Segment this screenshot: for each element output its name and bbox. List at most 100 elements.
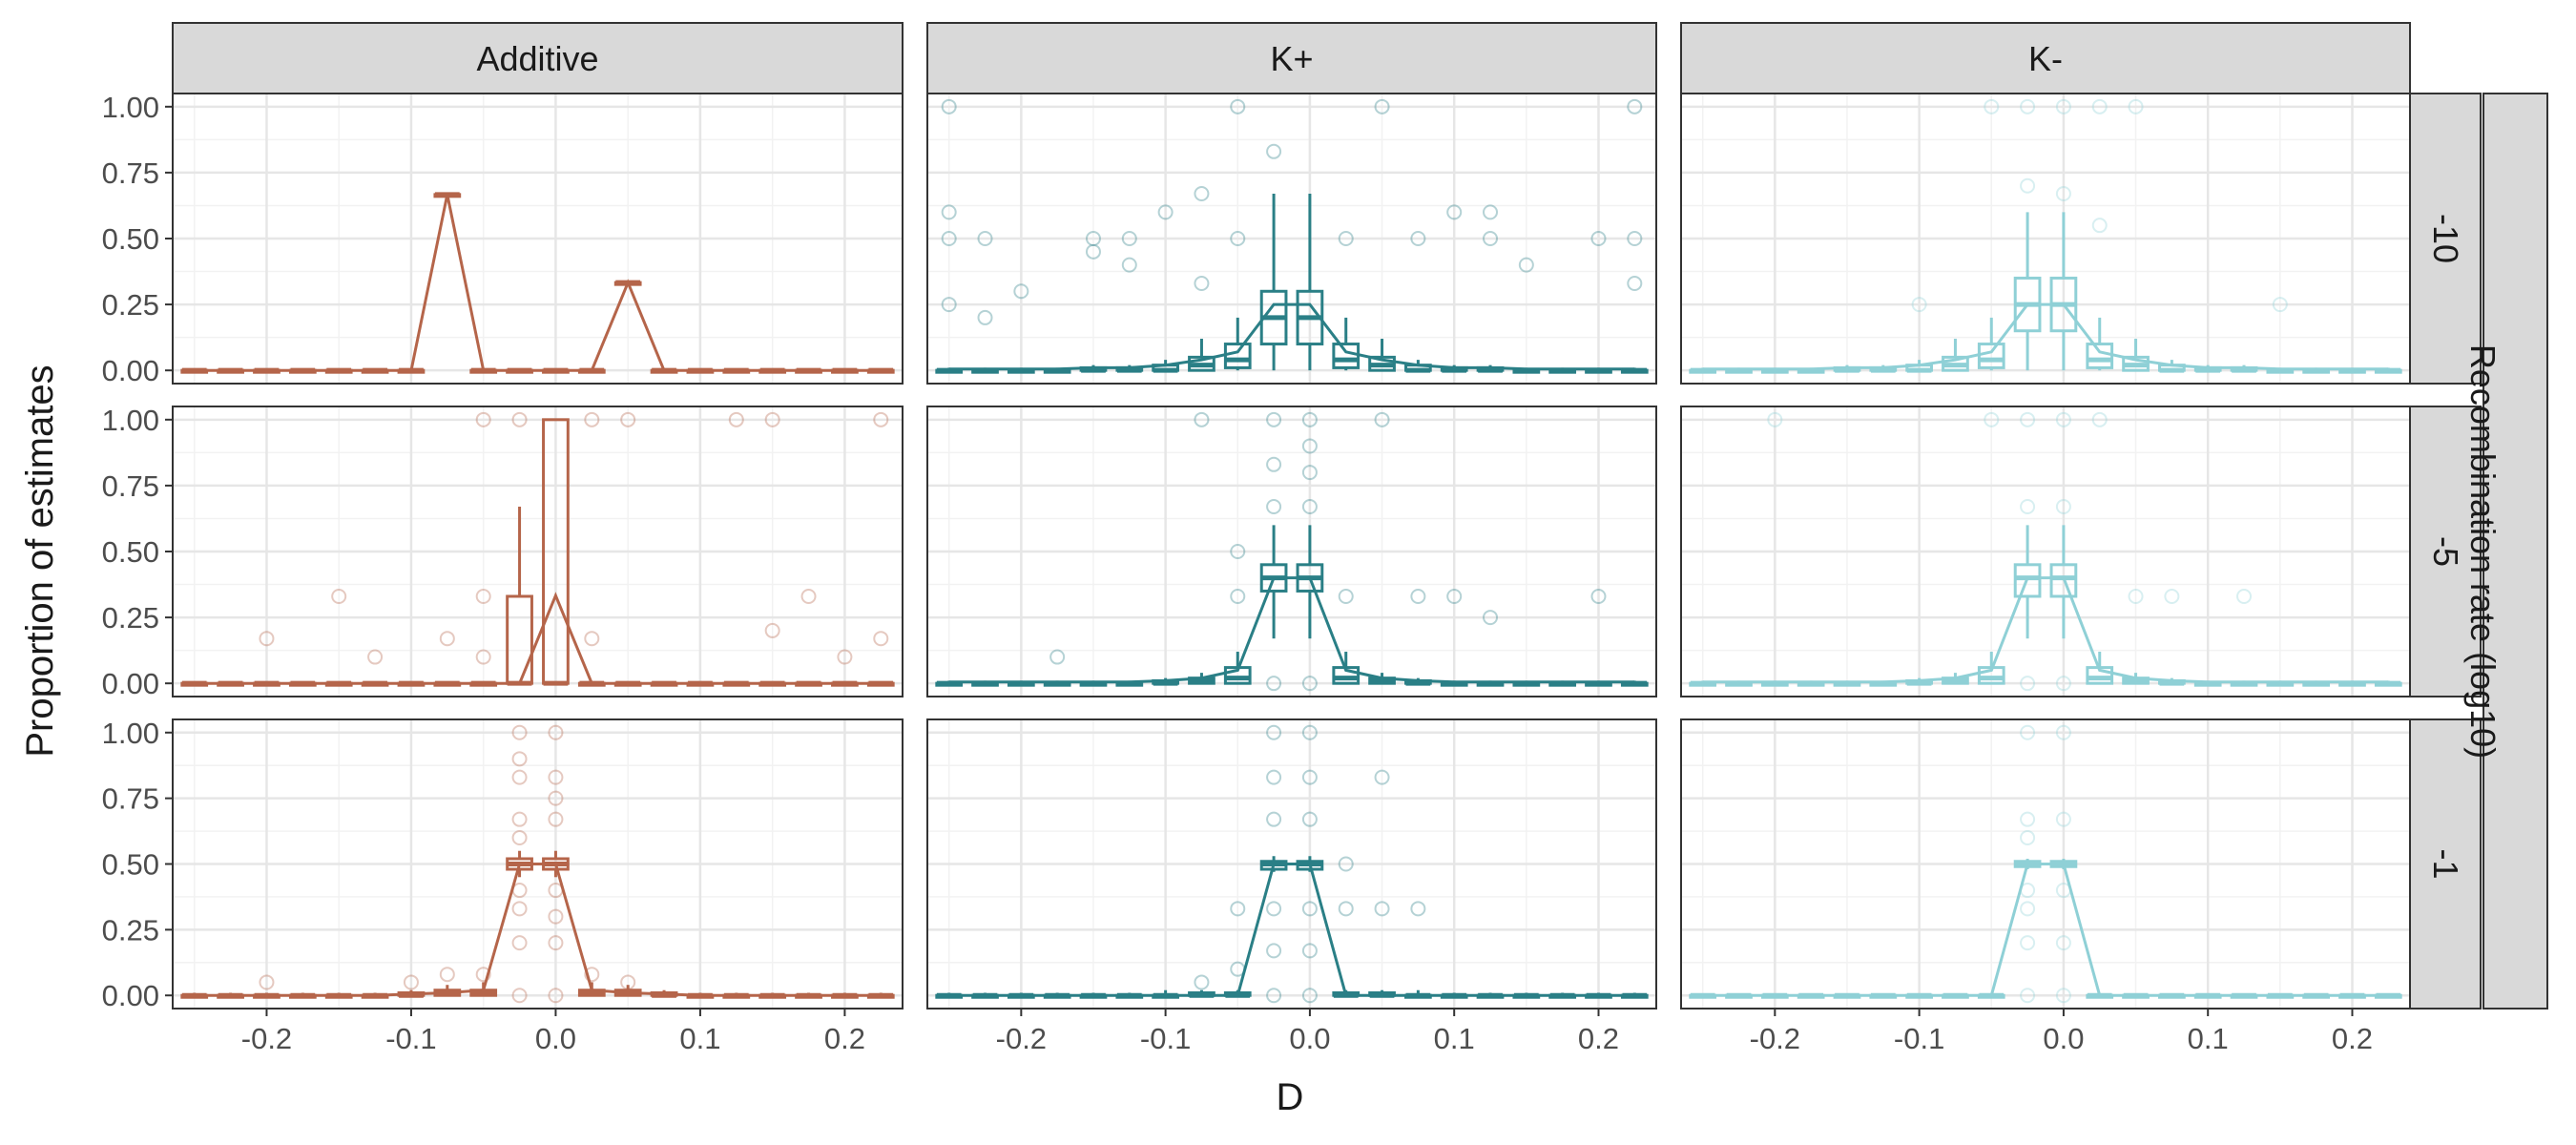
box xyxy=(2013,563,2042,598)
boxplot xyxy=(361,680,389,687)
box xyxy=(506,594,533,685)
boxplot xyxy=(577,367,606,374)
boxplot xyxy=(397,680,426,687)
boxplot xyxy=(1043,992,1071,999)
outlier-point xyxy=(977,309,993,325)
outlier-point xyxy=(941,98,957,114)
outlier-point xyxy=(1374,411,1390,427)
outlier-point xyxy=(764,411,780,427)
boxplot xyxy=(1079,680,1108,687)
x-tick-label: -0.1 xyxy=(385,1022,436,1055)
boxplot xyxy=(1223,652,1252,685)
boxplot xyxy=(361,367,389,374)
outlier-point xyxy=(2128,98,2144,114)
boxplot xyxy=(2302,992,2331,999)
outlier-point xyxy=(548,935,564,951)
boxplot xyxy=(1007,367,1035,374)
box xyxy=(1977,666,2005,685)
outlier-point xyxy=(1301,438,1318,454)
panels-layer xyxy=(172,93,2411,1010)
y-tick-label: 0.50 xyxy=(102,848,159,882)
outlier-point xyxy=(475,411,491,427)
outlier-point xyxy=(475,967,491,983)
x-tick-label: 0.0 xyxy=(2043,1022,2084,1055)
outlier-point xyxy=(1301,499,1318,515)
outlier-point xyxy=(1194,186,1210,202)
outlier-point xyxy=(1301,769,1318,785)
boxplot xyxy=(1725,367,1753,374)
x-tick-label: -0.2 xyxy=(996,1022,1047,1055)
boxplot xyxy=(2013,858,2042,870)
outlier-point xyxy=(2020,935,2036,951)
boxplot xyxy=(1585,367,1612,374)
boxplot xyxy=(577,680,606,687)
outlier-point xyxy=(2091,98,2108,114)
strips-layer: Additive K+ K- -10 -5 -1 xyxy=(172,22,2548,1010)
boxplot xyxy=(758,992,787,999)
outlier-point xyxy=(548,988,564,1004)
boxplot xyxy=(935,367,964,374)
panel-border xyxy=(926,406,1657,697)
outlier-point xyxy=(1483,231,1499,246)
outlier-point xyxy=(548,769,564,785)
x-tick-label: -0.2 xyxy=(1750,1022,1800,1055)
boxplot xyxy=(1942,339,1969,372)
outlier-point xyxy=(367,649,384,665)
boxplot xyxy=(2122,992,2150,999)
boxplot xyxy=(1620,367,1649,374)
outlier-point xyxy=(511,811,528,827)
y-tick-label: 0.00 xyxy=(102,979,159,1012)
boxplot xyxy=(795,367,822,374)
boxplot xyxy=(758,367,787,374)
axes-layer: 0.00 0.25 0.50 0.75 1.00 0.00 0.25 0.50 0.75 1.00… xyxy=(102,91,2373,1055)
boxplot xyxy=(1869,364,1898,373)
boxplot xyxy=(1332,317,1361,371)
boxplot xyxy=(2266,680,2295,687)
box xyxy=(1223,666,1252,685)
boxplot xyxy=(1152,360,1179,373)
panel xyxy=(172,406,904,697)
outlier-point xyxy=(1085,243,1101,260)
boxplot xyxy=(469,367,498,374)
boxplot xyxy=(2122,339,2150,372)
boxplot xyxy=(1007,680,1035,687)
outlier-point xyxy=(1266,724,1282,740)
outlier-point xyxy=(873,411,889,427)
outlier-point xyxy=(728,411,744,427)
boxplot xyxy=(1548,367,1577,374)
outlier-point xyxy=(439,631,455,647)
outlier-point xyxy=(1911,297,1927,313)
boxplot xyxy=(288,992,317,999)
outlier-point xyxy=(584,411,600,427)
boxplot xyxy=(2266,367,2295,374)
y-tick-label: 0.25 xyxy=(102,913,159,947)
y-tick-label: 0.00 xyxy=(102,667,159,700)
boxplot xyxy=(1548,680,1577,687)
outlier-point xyxy=(1374,98,1390,114)
outlier-point xyxy=(2236,588,2253,604)
boxplot xyxy=(2266,992,2295,999)
outlier-point xyxy=(2055,988,2071,1004)
boxplot xyxy=(2013,525,2042,639)
boxplot xyxy=(831,680,859,687)
boxplot xyxy=(577,982,606,997)
outlier-point xyxy=(1194,411,1210,427)
outlier-point xyxy=(1338,231,1354,246)
row-title-strip xyxy=(2483,93,2548,1010)
boxplot xyxy=(2158,677,2186,686)
row-strip xyxy=(2409,406,2482,697)
boxplot xyxy=(866,367,895,374)
outlier-point xyxy=(1230,98,1246,114)
row-strip-title: Recombination rate (log10) xyxy=(2463,344,2503,759)
column-strip-label: K+ xyxy=(1270,39,1313,78)
outlier-point xyxy=(1266,943,1282,959)
outlier-point xyxy=(511,411,528,427)
outlier-point xyxy=(1590,231,1607,246)
boxplot xyxy=(1440,680,1468,687)
boxplot xyxy=(180,367,209,374)
boxplot xyxy=(469,982,498,997)
y-tick-label: 0.75 xyxy=(102,156,159,190)
outlier-point xyxy=(584,967,600,983)
boxplot xyxy=(2193,364,2222,373)
boxplot xyxy=(613,680,642,687)
